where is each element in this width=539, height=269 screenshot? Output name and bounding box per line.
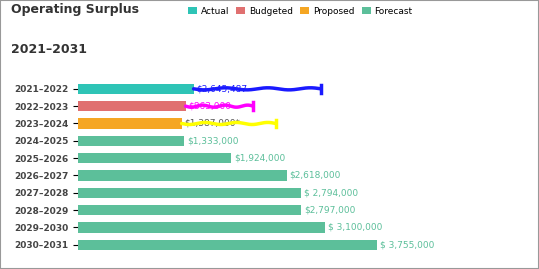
Bar xyxy=(78,187,301,198)
Text: $1,924,000: $1,924,000 xyxy=(234,154,286,163)
Bar xyxy=(78,239,377,250)
Text: Operating Surplus: Operating Surplus xyxy=(11,3,139,16)
Text: 2021–2031: 2021–2031 xyxy=(11,43,87,56)
Bar xyxy=(78,101,185,111)
Text: $2,797,000: $2,797,000 xyxy=(304,206,355,215)
Text: $1,387,000*: $1,387,000* xyxy=(184,119,240,128)
Bar xyxy=(78,170,287,181)
Bar xyxy=(78,153,231,163)
Text: $863,000: $863,000 xyxy=(188,102,231,111)
Text: $2,645,487: $2,645,487 xyxy=(196,84,247,93)
Text: $1,333,000: $1,333,000 xyxy=(188,136,239,145)
Bar xyxy=(78,84,194,94)
Bar xyxy=(78,136,184,146)
Text: $ 3,100,000: $ 3,100,000 xyxy=(328,223,383,232)
Text: $ 2,794,000: $ 2,794,000 xyxy=(304,188,358,197)
Text: $ 3,755,000: $ 3,755,000 xyxy=(380,240,434,249)
Legend: Actual, Budgeted, Proposed, Forecast: Actual, Budgeted, Proposed, Forecast xyxy=(184,3,416,19)
Text: $2,618,000: $2,618,000 xyxy=(290,171,341,180)
Bar xyxy=(78,222,325,233)
Bar xyxy=(78,118,182,129)
Bar xyxy=(78,205,301,215)
